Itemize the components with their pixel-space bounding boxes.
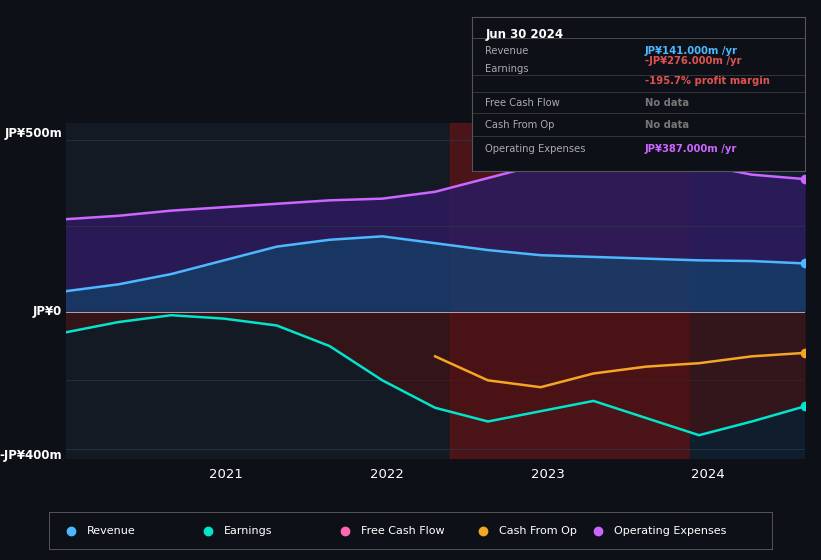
Text: Cash From Op: Cash From Op <box>485 120 555 129</box>
Text: JP¥141.000m /yr: JP¥141.000m /yr <box>645 46 738 55</box>
Text: Earnings: Earnings <box>485 64 529 74</box>
Text: Operating Expenses: Operating Expenses <box>485 144 586 154</box>
Text: -JP¥276.000m /yr: -JP¥276.000m /yr <box>645 57 741 67</box>
Text: Earnings: Earnings <box>224 526 273 535</box>
Text: Revenue: Revenue <box>87 526 135 535</box>
Text: Free Cash Flow: Free Cash Flow <box>485 98 560 108</box>
Text: -195.7% profit margin: -195.7% profit margin <box>645 77 770 86</box>
Text: Jun 30 2024: Jun 30 2024 <box>485 27 563 40</box>
Bar <box>690 123 805 459</box>
Text: JP¥500m: JP¥500m <box>4 127 62 141</box>
Text: JP¥387.000m /yr: JP¥387.000m /yr <box>645 144 737 154</box>
Text: Cash From Op: Cash From Op <box>498 526 576 535</box>
Text: JP¥0: JP¥0 <box>33 305 62 318</box>
Text: Free Cash Flow: Free Cash Flow <box>361 526 445 535</box>
Text: Revenue: Revenue <box>485 46 529 55</box>
Bar <box>450 123 690 459</box>
Text: -JP¥400m: -JP¥400m <box>0 449 62 462</box>
Text: Operating Expenses: Operating Expenses <box>614 526 727 535</box>
Text: No data: No data <box>645 98 689 108</box>
Text: No data: No data <box>645 120 689 129</box>
